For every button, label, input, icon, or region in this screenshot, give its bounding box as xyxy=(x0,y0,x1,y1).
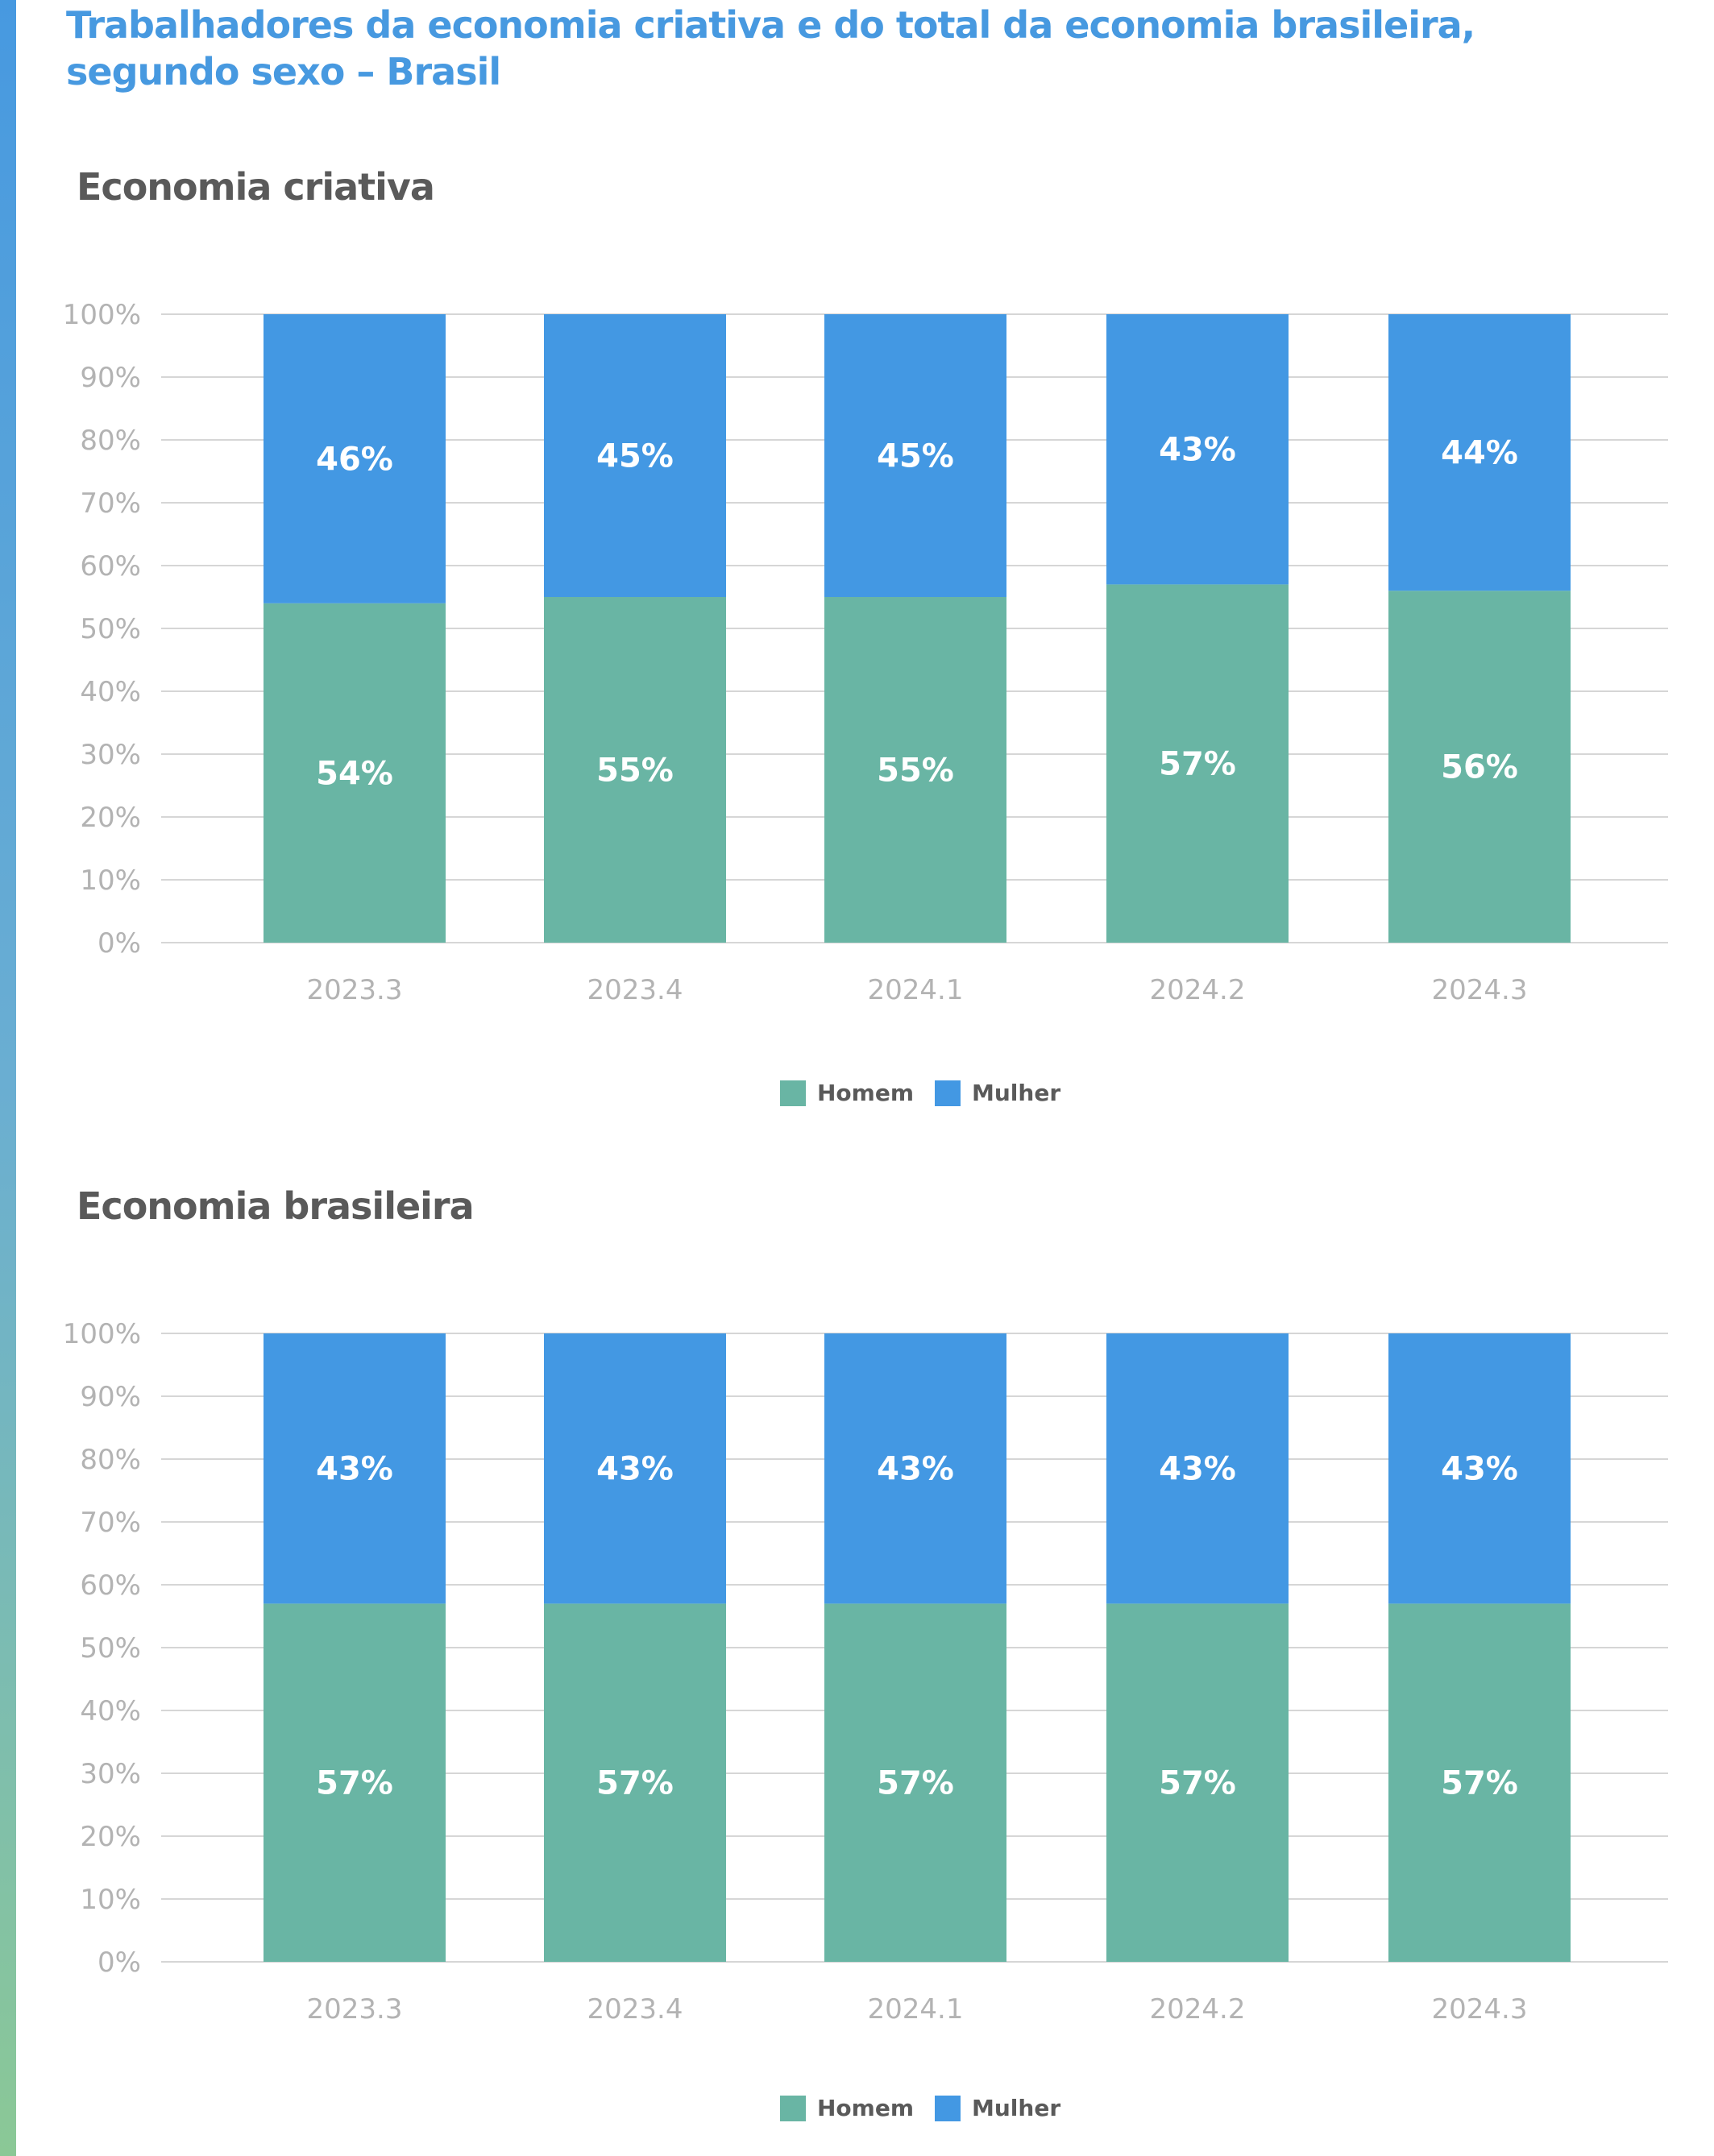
bar-mulher xyxy=(1388,1333,1571,1604)
bar-mulher xyxy=(824,1333,1006,1604)
y-tick-label: 80% xyxy=(80,1444,141,1476)
y-tick-label: 70% xyxy=(80,1507,141,1539)
bar-homem xyxy=(264,603,446,943)
bar-mulher-label: 45% xyxy=(596,438,674,475)
x-category-label: 2024.1 xyxy=(868,974,964,1006)
legend-swatch-homem xyxy=(780,2095,806,2121)
legend-label-mulher: Mulher xyxy=(972,1080,1061,1106)
y-tick-label: 50% xyxy=(80,1632,141,1665)
legend-item-homem: Homem xyxy=(780,2095,914,2121)
y-tick-label: 40% xyxy=(80,676,141,708)
bar-mulher xyxy=(544,314,726,597)
bar-homem xyxy=(544,597,726,943)
bar-homem-label: 54% xyxy=(316,755,393,792)
bar-homem xyxy=(1388,1603,1571,1962)
bar-mulher xyxy=(1106,314,1289,585)
y-tick-label: 0% xyxy=(98,927,141,960)
legend-swatch-homem xyxy=(780,1080,806,1106)
y-tick-label: 90% xyxy=(80,362,141,394)
bar-homem-label: 57% xyxy=(1159,746,1236,783)
y-tick-label: 30% xyxy=(80,1758,141,1790)
bar-homem-label: 55% xyxy=(596,753,674,790)
bar-mulher-label: 43% xyxy=(1159,1451,1236,1488)
x-category-label: 2023.3 xyxy=(307,1993,403,2025)
bar-homem-label: 57% xyxy=(877,1765,954,1802)
x-category-label: 2023.4 xyxy=(587,974,683,1006)
chart-title-economia-brasileira: Economia brasileira xyxy=(77,1184,475,1228)
legend-label-homem: Homem xyxy=(817,2095,915,2121)
bar-homem xyxy=(544,1603,726,1962)
bar-mulher-label: 43% xyxy=(877,1451,954,1488)
y-tick-label: 80% xyxy=(80,425,141,457)
legend-label-homem: Homem xyxy=(817,1080,915,1106)
y-tick-label: 30% xyxy=(80,739,141,771)
legend-item-mulher: Mulher xyxy=(935,2095,1060,2121)
page-title: Trabalhadores da economia criativa e do … xyxy=(66,3,1475,93)
y-tick-label: 20% xyxy=(80,1821,141,1853)
bar-homem xyxy=(1106,1603,1289,1962)
x-category-label: 2024.2 xyxy=(1150,1993,1246,2025)
bar-homem-label: 55% xyxy=(877,753,954,790)
bar-mulher xyxy=(824,314,1006,597)
x-category-label: 2024.1 xyxy=(868,1993,964,2025)
bar-mulher-label: 44% xyxy=(1441,435,1518,472)
y-tick-label: 0% xyxy=(98,1947,141,1979)
y-tick-label: 60% xyxy=(80,550,141,583)
bar-homem-label: 57% xyxy=(316,1765,393,1802)
chart-economia-criativa: 0% 10% 20% 30% 40% 50% 60% 70% 80% 90% 100% 54% 46% 2… xyxy=(63,299,1668,1006)
legend-swatch-mulher xyxy=(935,2095,961,2121)
y-tick-label: 70% xyxy=(80,487,141,520)
legend-label-mulher: Mulher xyxy=(972,2095,1061,2121)
y-tick-label: 100% xyxy=(63,299,141,331)
y-tick-label: 90% xyxy=(80,1381,141,1413)
legend-swatch-mulher xyxy=(935,1080,961,1106)
y-tick-label: 10% xyxy=(80,864,141,897)
x-category-label: 2024.3 xyxy=(1432,1993,1528,2025)
y-tick-label: 40% xyxy=(80,1695,141,1727)
bar-homem xyxy=(1388,591,1571,943)
bar-mulher-label: 43% xyxy=(1441,1451,1518,1488)
y-tick-label: 20% xyxy=(80,802,141,834)
legend-economia-criativa: Homem Mulher xyxy=(0,1080,1714,1112)
bar-homem xyxy=(824,597,1006,943)
side-accent-bar xyxy=(0,0,16,2156)
bar-mulher-label: 45% xyxy=(877,438,954,475)
chart-title-economia-criativa: Economia criativa xyxy=(77,165,435,209)
y-tick-label: 100% xyxy=(63,1318,141,1350)
bar-mulher xyxy=(264,314,446,603)
chart-economia-brasileira: 0% 10% 20% 30% 40% 50% 60% 70% 80% 90% 100% 57% 43% 2… xyxy=(63,1318,1668,2025)
bar-mulher-label: 46% xyxy=(316,441,393,478)
bar-mulher xyxy=(264,1333,446,1604)
bar-homem-label: 57% xyxy=(1441,1765,1518,1802)
legend-economia-brasileira: Homem Mulher xyxy=(0,2095,1714,2127)
y-tick-label: 50% xyxy=(80,613,141,645)
y-tick-label: 10% xyxy=(80,1884,141,1916)
bar-mulher xyxy=(1388,314,1571,591)
x-category-label: 2023.4 xyxy=(587,1993,683,2025)
bar-mulher-label: 43% xyxy=(316,1451,393,1488)
bar-homem xyxy=(264,1603,446,1962)
bar-mulher xyxy=(1106,1333,1289,1604)
legend-item-homem: Homem xyxy=(780,1080,914,1106)
y-tick-label: 60% xyxy=(80,1569,141,1602)
x-category-label: 2024.2 xyxy=(1150,974,1246,1006)
bar-homem xyxy=(824,1603,1006,1962)
bar-homem-label: 57% xyxy=(596,1765,674,1802)
bar-homem-label: 56% xyxy=(1441,749,1518,786)
bar-mulher-label: 43% xyxy=(596,1451,674,1488)
bar-homem xyxy=(1106,584,1289,943)
legend-item-mulher: Mulher xyxy=(935,1080,1060,1106)
x-category-label: 2024.3 xyxy=(1432,974,1528,1006)
x-category-label: 2023.3 xyxy=(307,974,403,1006)
bar-homem-label: 57% xyxy=(1159,1765,1236,1802)
bar-mulher xyxy=(544,1333,726,1604)
bar-mulher-label: 43% xyxy=(1159,432,1236,469)
